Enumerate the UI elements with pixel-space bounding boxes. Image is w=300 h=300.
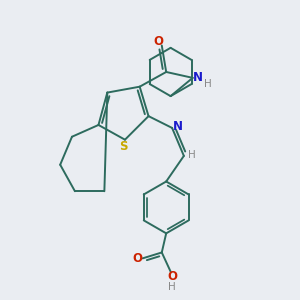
Text: N: N bbox=[193, 71, 203, 84]
Text: O: O bbox=[132, 252, 142, 265]
Text: O: O bbox=[153, 35, 163, 48]
Text: O: O bbox=[167, 270, 177, 284]
Text: H: H bbox=[204, 79, 212, 89]
Text: H: H bbox=[168, 282, 176, 292]
Text: S: S bbox=[119, 140, 128, 153]
Text: H: H bbox=[188, 150, 196, 160]
Text: N: N bbox=[172, 120, 182, 133]
